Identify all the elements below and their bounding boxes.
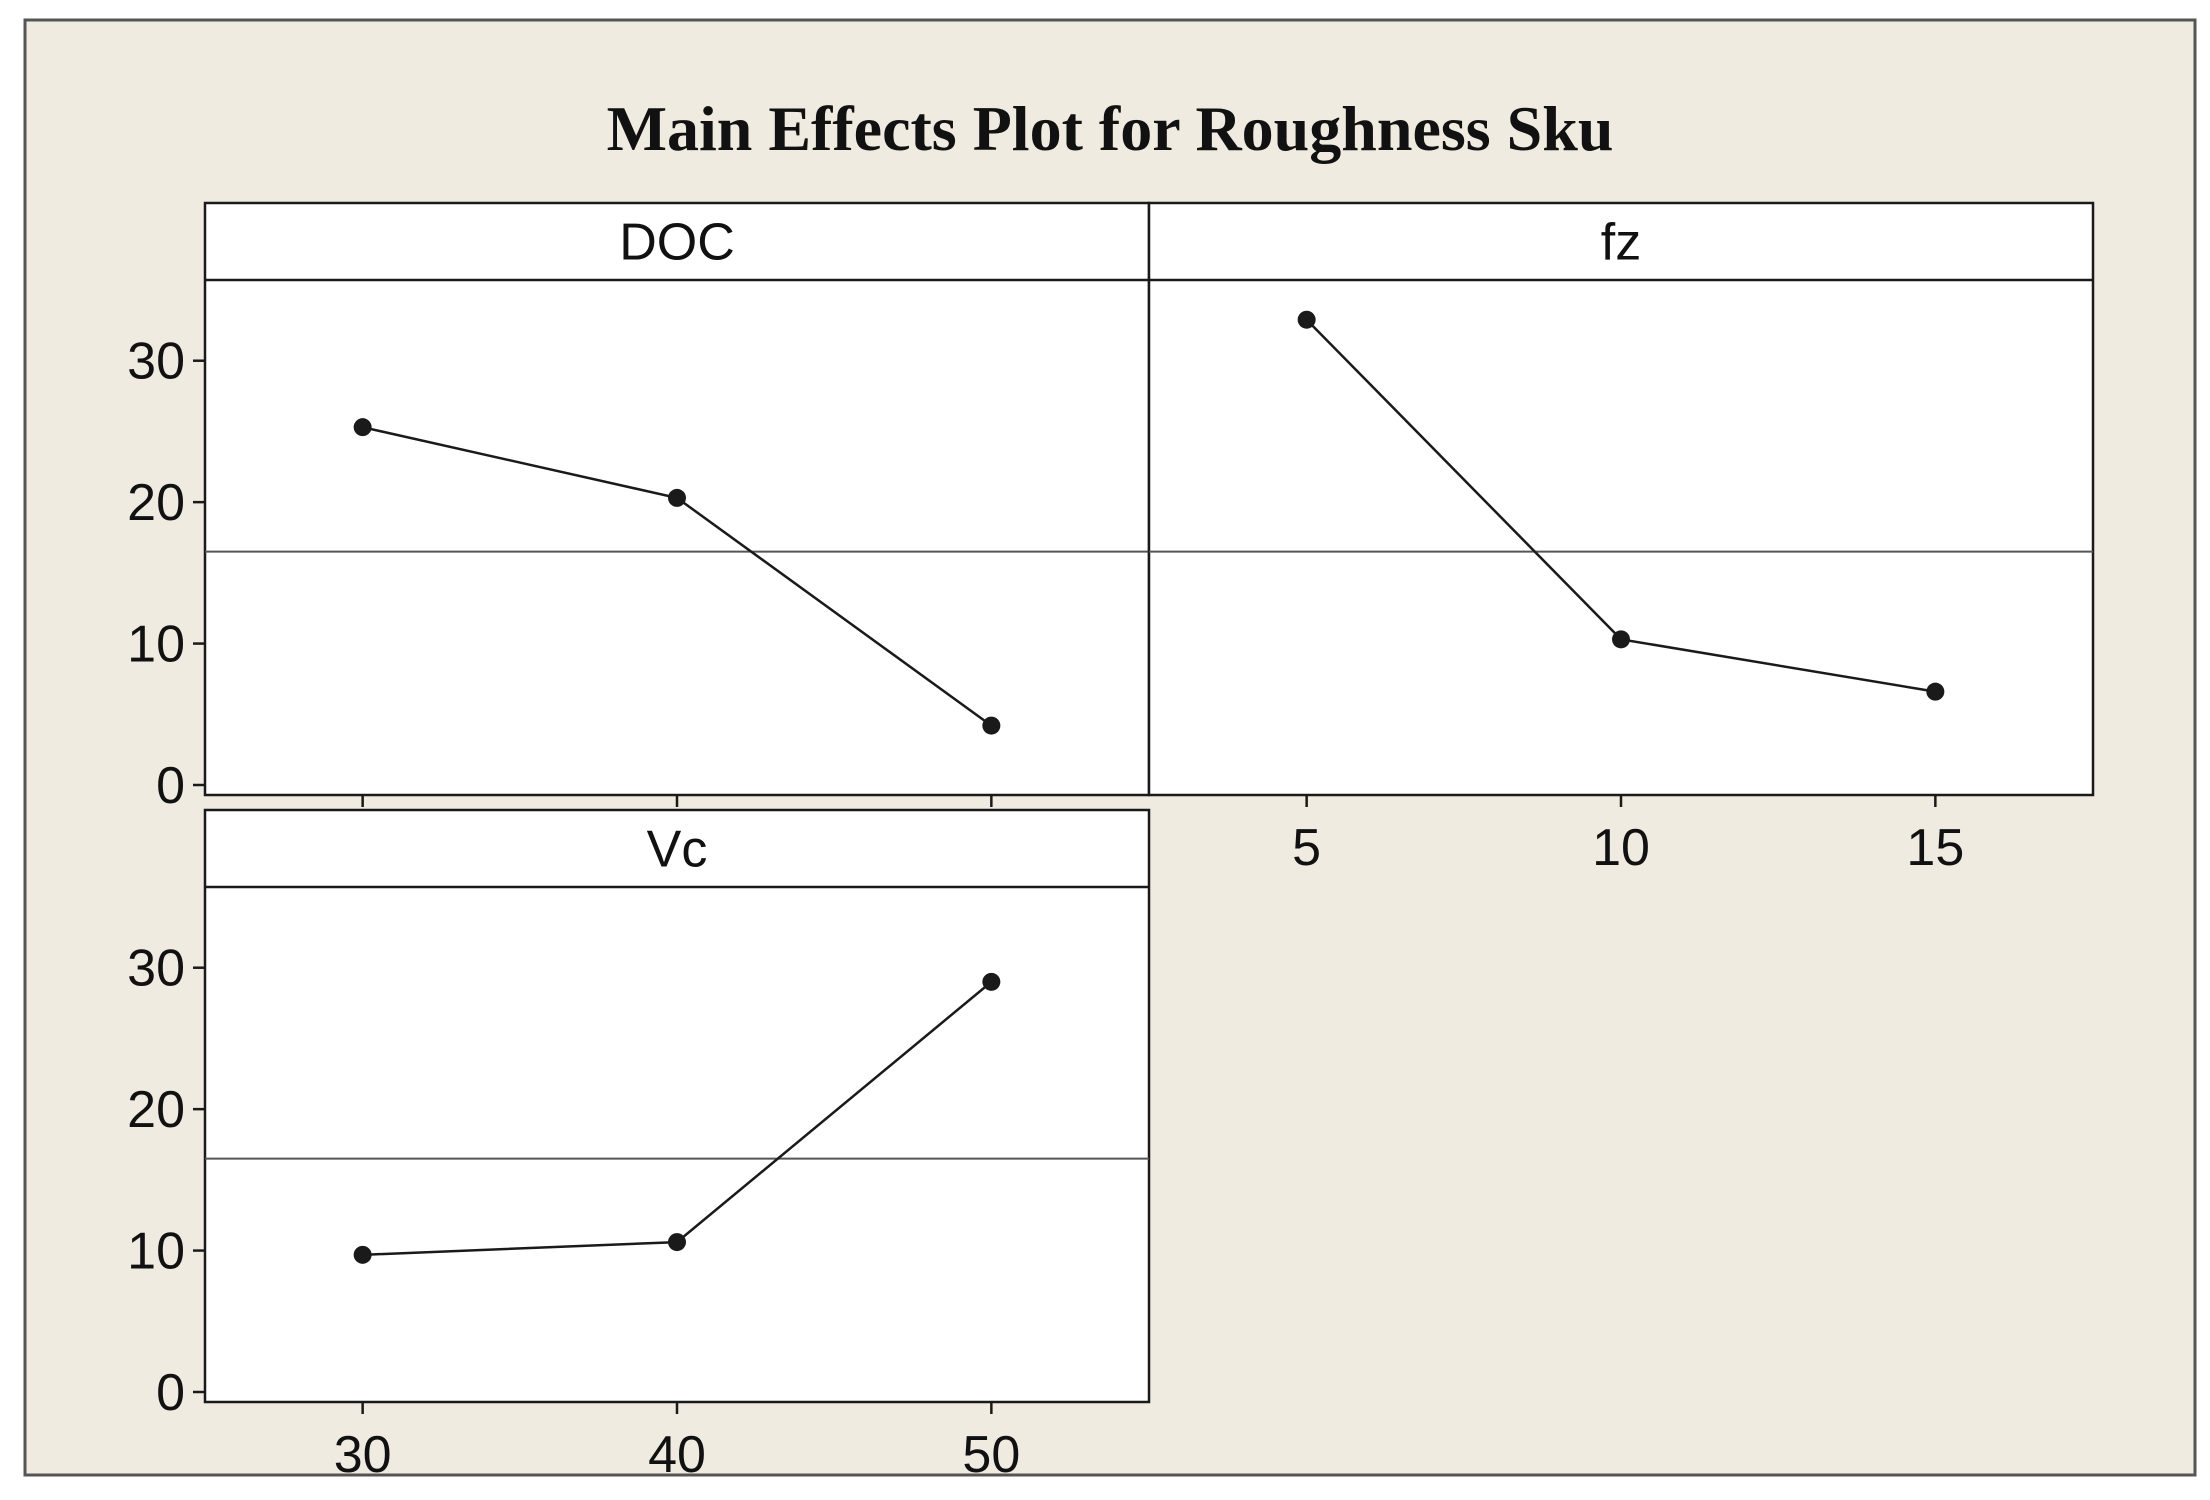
data-point (668, 1233, 686, 1252)
data-point (1297, 310, 1316, 329)
panel-frame (203, 808, 1151, 1404)
y-tick-label: 20 (127, 1081, 185, 1139)
panel-header-label: fz (1601, 214, 1641, 272)
y-tick-label: 0 (156, 757, 185, 815)
x-tick-label: 50 (962, 1426, 1020, 1484)
data-point (353, 1245, 372, 1264)
panel-header-label: DOC (619, 214, 735, 272)
panel-fz: fz 5 10 15 (1147, 201, 2095, 877)
panel-doc: DOC010203050100150 (127, 201, 1151, 877)
x-tick-label: 15 (1906, 819, 1964, 877)
x-tick-label: 10 (1592, 819, 1650, 877)
y-tick-label: 0 (156, 1364, 185, 1422)
y-tick-label: 20 (127, 474, 185, 532)
y-tick-label: 30 (127, 940, 185, 998)
x-tick-label: 5 (1292, 819, 1321, 877)
chart-title: Main Effects Plot for Roughness Sku (607, 93, 1614, 164)
panel-vc: Vc 0 10 20 30 30 40 50 (127, 808, 1151, 1484)
data-point (1926, 682, 1945, 701)
y-tick-label: 30 (127, 333, 185, 391)
data-point (982, 972, 1001, 991)
x-tick-label: 30 (334, 1426, 392, 1484)
panels-layer: DOC010203050100150fz51015Vc0102030304050 (127, 201, 2095, 1484)
data-point (982, 716, 1001, 735)
panel-frame (1147, 201, 2095, 797)
x-tick-label: 40 (648, 1426, 706, 1484)
data-point (668, 488, 686, 507)
y-tick-label: 10 (127, 616, 185, 674)
panel-header-label: Vc (647, 821, 708, 879)
data-point (1612, 630, 1630, 649)
y-tick-label: 10 (127, 1223, 185, 1281)
data-point (353, 418, 372, 437)
